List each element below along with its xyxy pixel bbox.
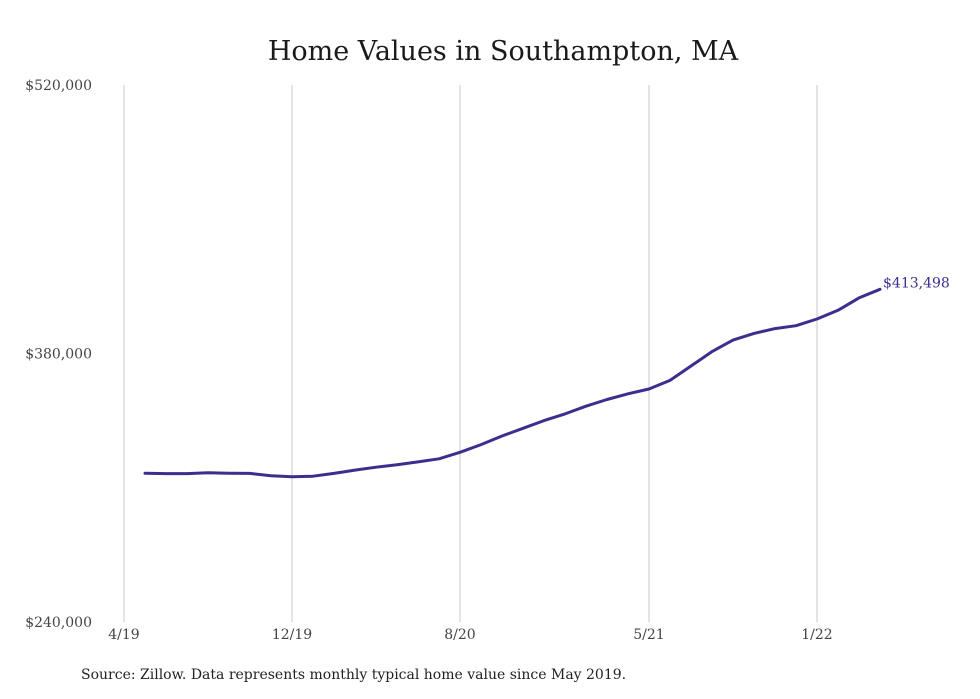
grid-lines: [123, 85, 818, 622]
series-line: [143, 287, 882, 479]
x-tick-label: 1/22: [801, 627, 832, 643]
x-axis: 4/19 12/19 8/20 5/21 1/22: [108, 627, 832, 643]
y-tick-label: $520,000: [25, 78, 92, 94]
line-chart: Home Values in Southampton, MA $240,000$…: [25, 36, 950, 643]
source-note: Source: Zillow. Data represents monthly …: [81, 667, 627, 683]
y-axis: $240,000 $380,000 $520,000: [25, 78, 92, 631]
x-tick-label: 8/20: [444, 627, 475, 643]
x-tick-label: 12/19: [272, 627, 312, 643]
chart-title: Home Values in Southampton, MA: [268, 36, 739, 67]
x-tick-label: 4/19: [108, 627, 139, 643]
x-tick-label: 5/21: [633, 627, 664, 643]
end-value-label: $413,498: [883, 275, 950, 291]
y-tick-label: $240,000: [25, 615, 92, 631]
y-tick-label: $380,000: [25, 347, 92, 363]
